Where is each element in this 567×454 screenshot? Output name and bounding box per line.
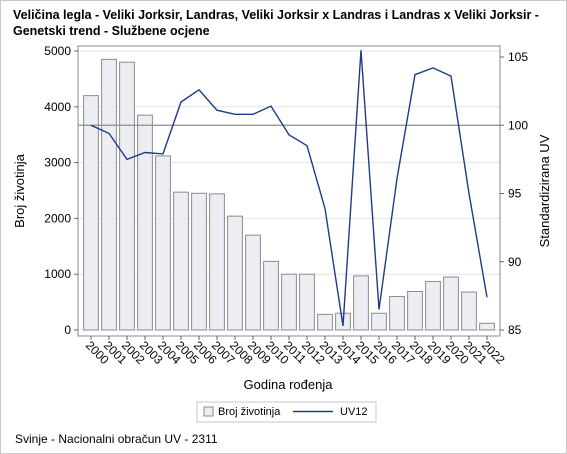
y-tick-label-right: 105 xyxy=(508,50,528,64)
bar xyxy=(101,58,117,331)
y-tick-label-left: 4000 xyxy=(44,100,71,114)
bar xyxy=(155,155,171,331)
y-tick-label-left: 2000 xyxy=(44,211,71,225)
x-axis-label: Godina rođenja xyxy=(244,377,334,392)
y-axis-right: 85 90 95 100 105 xyxy=(500,50,528,337)
bar xyxy=(407,290,423,331)
bar xyxy=(119,61,135,331)
bar xyxy=(281,273,297,331)
bar xyxy=(245,234,261,331)
bar xyxy=(263,260,279,331)
bar xyxy=(425,280,441,331)
bar-series xyxy=(83,58,495,331)
legend-label-line: UV12 xyxy=(340,406,368,418)
y-tick-label-left: 3000 xyxy=(44,156,71,170)
bar xyxy=(83,95,99,331)
bar xyxy=(443,276,459,331)
bar xyxy=(191,192,207,331)
line-series xyxy=(90,50,488,327)
bar xyxy=(461,291,477,331)
y-tick-label-left: 5000 xyxy=(44,44,71,58)
bar xyxy=(353,275,369,331)
bar xyxy=(479,322,495,331)
legend: Broj životinja UV12 xyxy=(196,401,377,423)
y-tick-label-right: 100 xyxy=(508,118,528,132)
y-axis-label-left: Broj životinja xyxy=(12,153,27,227)
bar xyxy=(137,114,153,331)
x-axis: 2000200120022003200420052006200720082009… xyxy=(83,336,508,367)
y-tick-label-left: 0 xyxy=(64,323,71,337)
bar xyxy=(209,193,225,331)
y-tick-label-right: 90 xyxy=(508,255,522,269)
y-axis-label-right: Standardizirana UV xyxy=(537,134,552,247)
y-tick-label-left: 1000 xyxy=(44,267,71,281)
chart-title: Veličina legla - Veliki Jorksir, Landras… xyxy=(13,8,539,38)
bar xyxy=(317,313,333,331)
line-uv12 xyxy=(90,50,488,327)
legend-box xyxy=(196,401,377,423)
bar xyxy=(173,191,189,331)
y-tick-label-right: 85 xyxy=(508,323,522,337)
bar xyxy=(389,296,405,331)
bar xyxy=(227,215,243,331)
footnote: Svinje - Nacionalni obračun UV - 2311 xyxy=(15,432,218,446)
legend-bar-swatch xyxy=(203,406,214,417)
legend-label-bar: Broj životinja xyxy=(218,406,281,418)
y-tick-label-right: 95 xyxy=(508,187,522,201)
y-axis-left: 0 1000 2000 3000 4000 5000 xyxy=(44,44,78,337)
bar xyxy=(299,273,315,331)
bar xyxy=(371,312,387,331)
